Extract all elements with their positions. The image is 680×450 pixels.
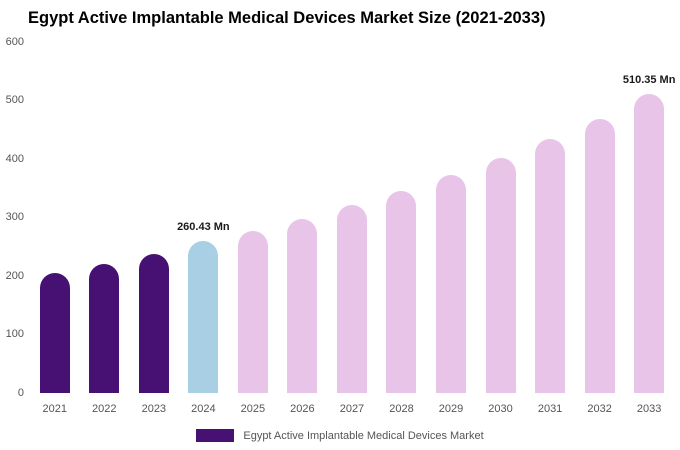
bar-column-2027: 2027 xyxy=(327,42,377,415)
x-axis-label-2022: 2022 xyxy=(92,403,117,415)
x-axis-label-2024: 2024 xyxy=(191,403,216,415)
chart-title: Egypt Active Implantable Medical Devices… xyxy=(28,9,546,27)
bar-column-2032: 2032 xyxy=(575,42,625,415)
bar-column-2026: 2026 xyxy=(278,42,328,415)
bar-column-2028: 2028 xyxy=(377,42,427,415)
bar-2027 xyxy=(336,205,367,393)
bar-value-label-2033: 510.35 Mn xyxy=(622,74,676,87)
bar-2023 xyxy=(138,253,169,393)
bar-column-2033: 510.35 Mn 2033 xyxy=(622,42,676,415)
bar-2032 xyxy=(584,119,615,393)
bar-2033 xyxy=(634,94,665,393)
x-axis-label-2033: 2033 xyxy=(636,403,662,415)
plot-area: 2021 2022 2023 260.43 Mn 2024 2025 2026 2027 202… xyxy=(30,42,676,415)
bar-2025 xyxy=(237,230,268,393)
bar-2028 xyxy=(386,190,417,393)
y-axis-tick-label: 100 xyxy=(5,328,24,340)
x-axis-label-2026: 2026 xyxy=(290,403,315,415)
y-axis: 0 100 200 300 400 500 600 xyxy=(0,36,26,399)
legend: Egypt Active Implantable Medical Devices… xyxy=(0,429,680,442)
legend-label: Egypt Active Implantable Medical Devices… xyxy=(243,429,484,442)
bar-value-label-2024: 260.43 Mn xyxy=(177,220,230,233)
bar-column-2025: 2025 xyxy=(228,42,278,415)
legend-swatch xyxy=(196,429,235,442)
bar-2026 xyxy=(287,219,318,393)
x-axis-label-2032: 2032 xyxy=(587,403,612,415)
x-axis-label-2027: 2027 xyxy=(339,403,365,415)
y-axis-tick-label: 0 xyxy=(17,386,24,399)
y-axis-tick-label: 400 xyxy=(5,152,24,165)
bar-2021 xyxy=(39,273,70,393)
bar-column-2029: 2029 xyxy=(426,42,476,415)
x-axis-label-2030: 2030 xyxy=(488,403,513,415)
x-axis-label-2028: 2028 xyxy=(389,403,414,415)
x-axis-label-2031: 2031 xyxy=(537,403,563,415)
bar-2031 xyxy=(535,139,566,393)
bar-column-2030: 2030 xyxy=(476,42,526,415)
y-axis-tick-label: 600 xyxy=(5,35,24,48)
bar-column-2022: 2022 xyxy=(80,42,130,415)
y-axis-tick-label: 300 xyxy=(5,211,24,223)
bar-2030 xyxy=(485,157,516,393)
y-axis-tick-label: 200 xyxy=(5,269,24,282)
x-axis-label-2029: 2029 xyxy=(438,403,464,415)
bar-column-2031: 2031 xyxy=(525,42,575,415)
bar-2024 xyxy=(188,240,219,393)
bar-column-2023: 2023 xyxy=(129,42,179,415)
bar-2029 xyxy=(436,175,467,393)
bar-column-2024: 260.43 Mn 2024 xyxy=(177,42,230,415)
y-axis-tick-label: 500 xyxy=(5,94,24,106)
bar-2022 xyxy=(89,263,120,393)
x-axis-label-2023: 2023 xyxy=(141,403,167,415)
x-axis-label-2025: 2025 xyxy=(240,403,266,415)
bar-column-2021: 2021 xyxy=(30,42,80,415)
x-axis-label-2021: 2021 xyxy=(42,403,67,415)
